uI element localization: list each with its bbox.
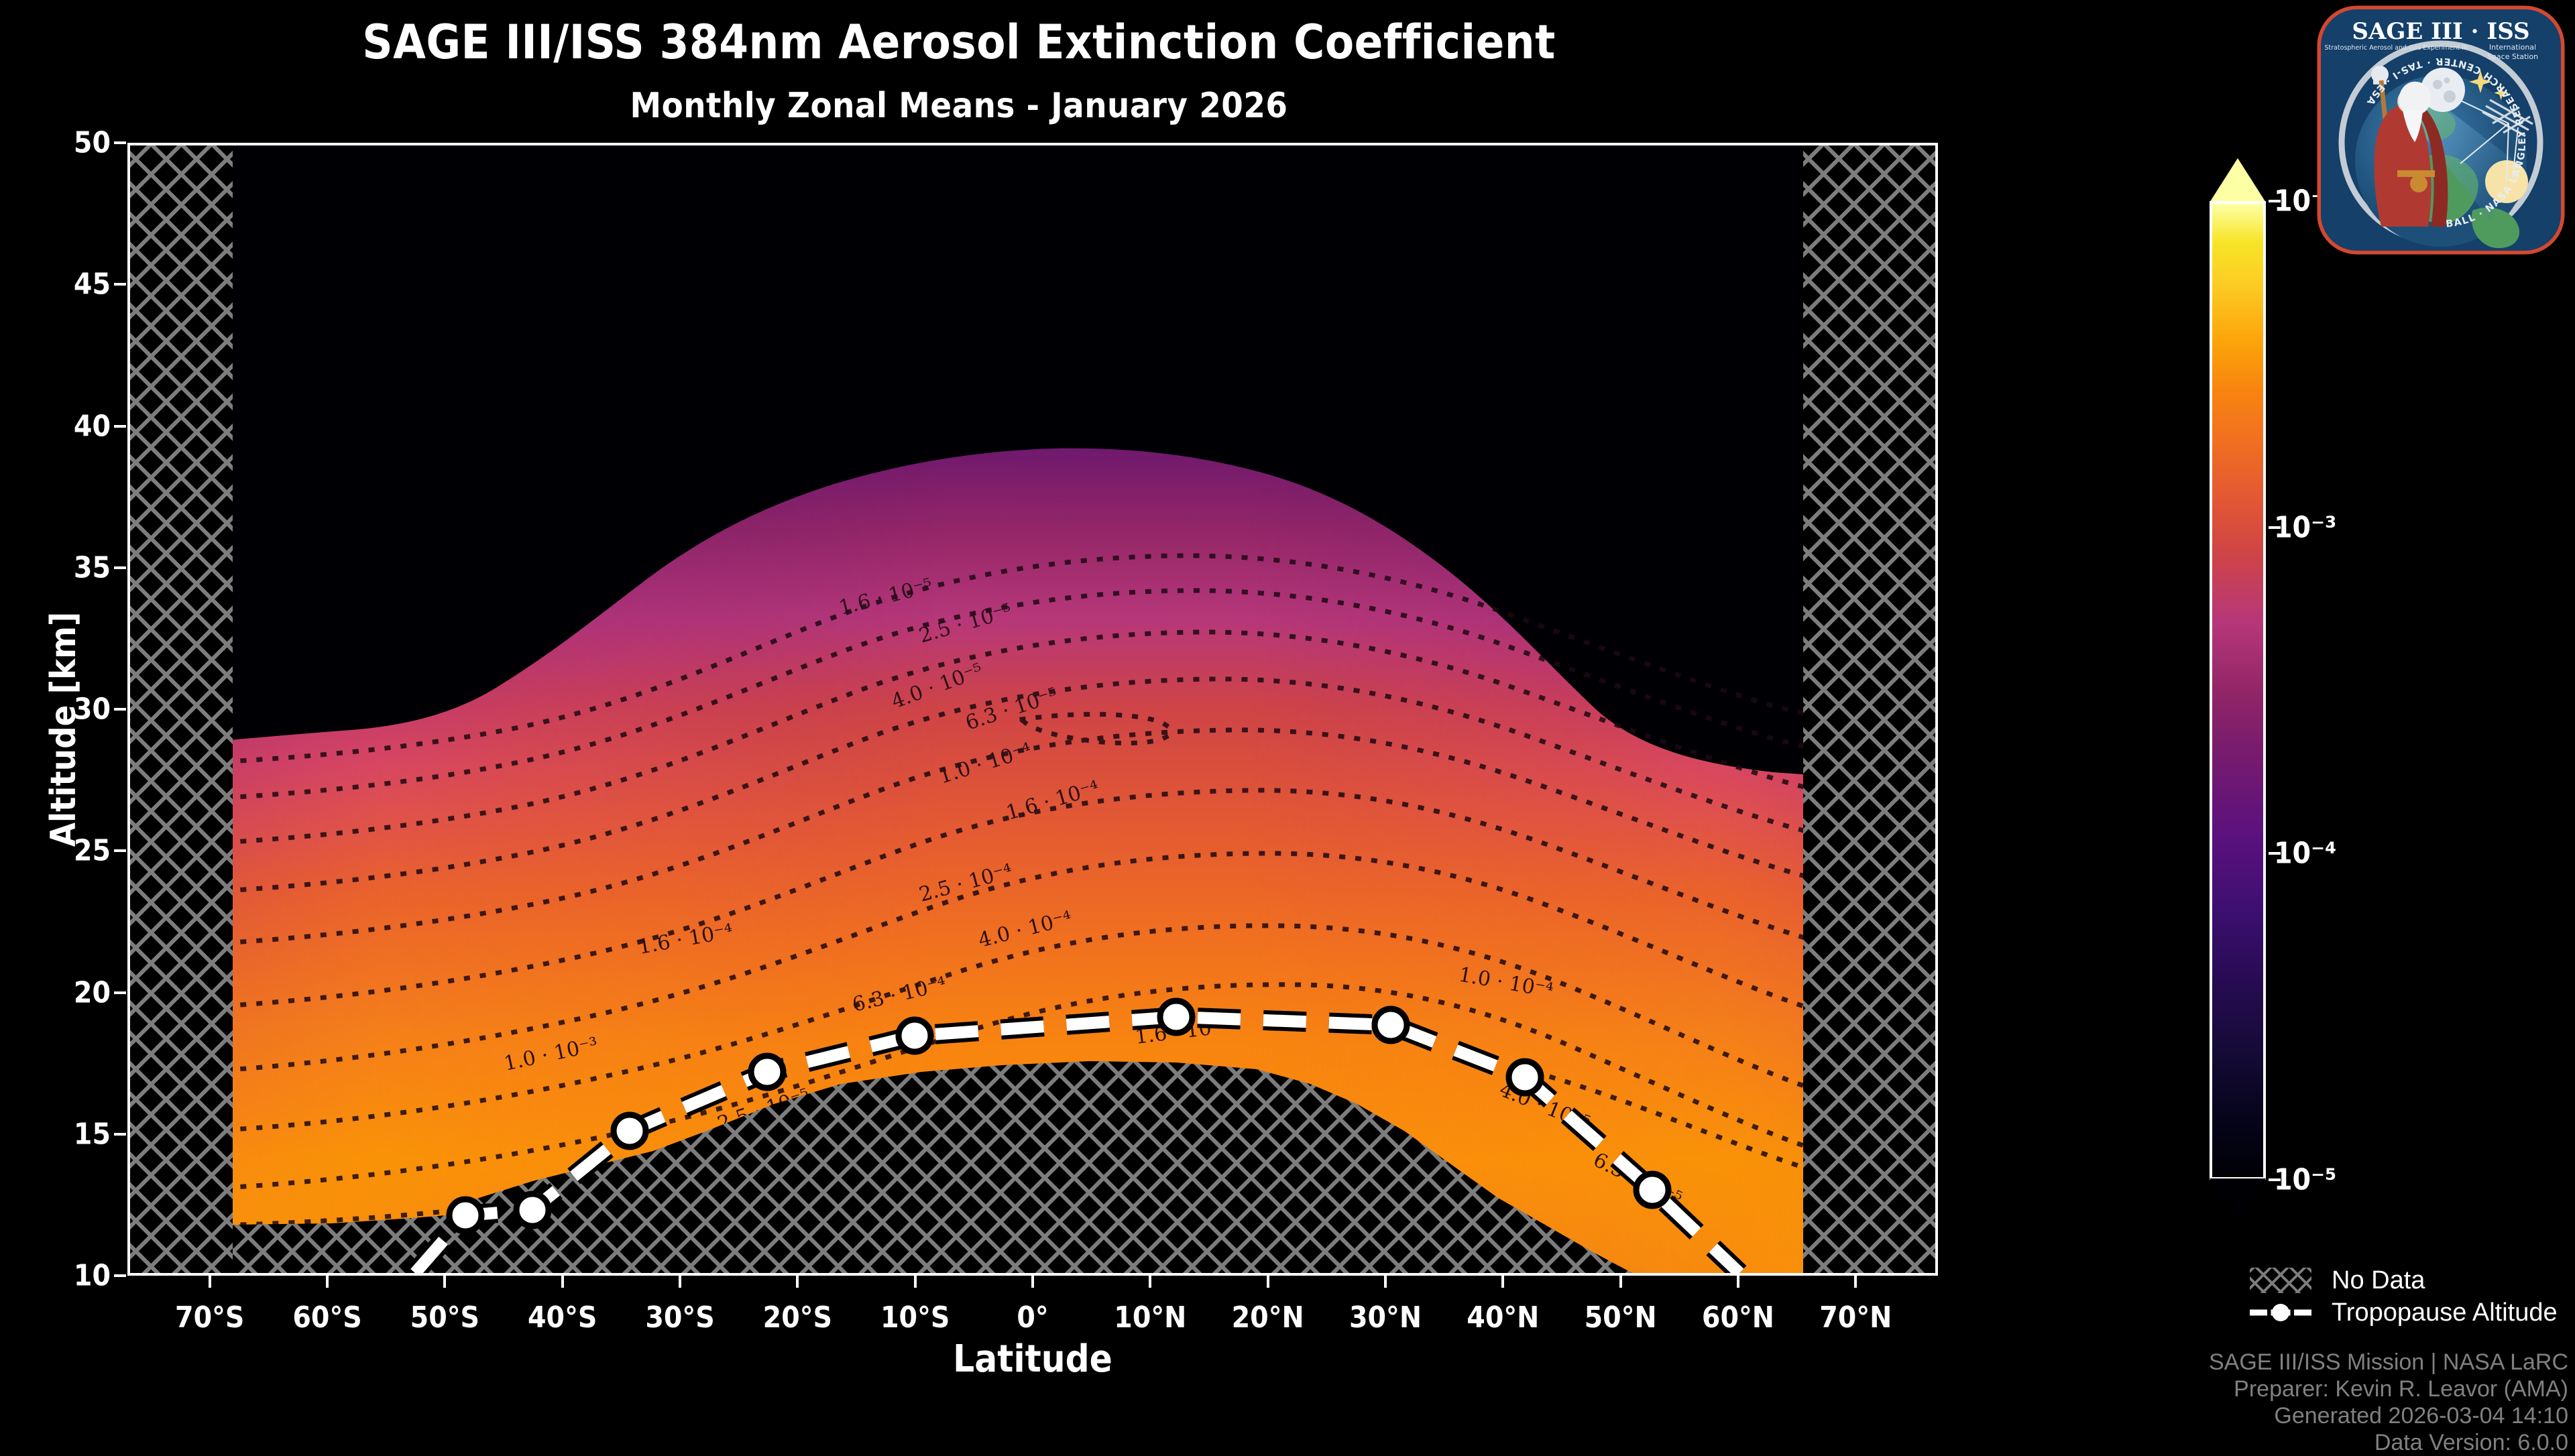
x-tick-label: 20°S [762,1300,833,1335]
y-tick-mark [114,1274,126,1277]
colorbar-tick-mark [2269,852,2281,855]
x-tick-label: 30°S [645,1300,715,1335]
legend: No Data Tropopause Altitude [2250,1264,2558,1329]
x-tick-mark [1619,1276,1622,1288]
y-tick-mark [114,991,126,994]
x-tick-mark [1266,1276,1269,1288]
x-tick-label: 10°S [880,1300,950,1335]
y-tick-mark [114,1132,126,1136]
colorbar-gradient [2210,201,2266,1180]
x-tick-mark [679,1276,682,1288]
patch-title: SAGE III · ISS [2352,18,2529,45]
patch-subtitle-right-2: Space Station [2487,52,2538,61]
page-title: SAGE III/ISS 384nm Aerosol Extinction Co… [362,15,1556,70]
hatch-swatch-icon [2250,1268,2311,1293]
y-tick-label: 25 [73,833,111,868]
x-tick-mark [913,1276,917,1288]
footer-mission: SAGE III/ISS Mission | NASA LaRC [2208,1349,2568,1375]
y-tick-label: 35 [73,550,111,585]
x-tick-mark [443,1276,447,1288]
footer-generated: Generated 2026-03-04 14:10 [2274,1403,2568,1429]
y-tick-mark [114,849,126,853]
patch-subtitle-left: Stratospheric Aerosol and Gas Experiment… [2324,44,2467,52]
x-tick-mark [796,1276,799,1288]
x-tick-label: 40°N [1467,1300,1540,1335]
contour-lines [130,553,1823,1256]
y-tick-label: 50 [73,125,111,160]
no-data-region-troposphere [233,1061,1632,1273]
colorbar-over-arrow [2210,158,2266,202]
y-axis-label: Altitude [km] [44,611,84,847]
x-tick-mark [326,1276,329,1288]
x-tick-label: 60°S [292,1300,362,1335]
tropopause-line [407,997,1747,1273]
patch-subtitle-right-1: International [2489,43,2536,52]
page-subtitle: Monthly Zonal Means - January 2026 [630,86,1288,126]
x-tick-label: 10°N [1114,1300,1187,1335]
colorbar-tick-mark [2269,1178,2281,1181]
y-tick-label: 40 [73,409,111,443]
y-tick-mark [114,566,126,569]
y-tick-label: 45 [73,267,111,302]
colorbar-tick-label: 10⁻³ [2274,510,2337,545]
y-tick-label: 15 [73,1117,111,1152]
x-tick-mark [1031,1276,1034,1288]
x-tick-label: 50°S [410,1300,480,1335]
legend-label-tropopause: Tropopause Altitude [2332,1298,2558,1327]
footer-preparer: Preparer: Kevin R. Leavor (AMA) [2234,1376,2568,1402]
footer-credits: SAGE III/ISS Mission | NASA LaRC Prepare… [1837,1349,2568,1456]
x-tick-label: 40°S [527,1300,597,1335]
x-tick-mark [1501,1276,1505,1288]
x-axis-label: Latitude [953,1337,1112,1381]
y-tick-mark [114,283,126,286]
colorbar-tick-label: 10⁻⁵ [2274,1162,2337,1197]
colorbar-tick-mark [2269,526,2281,529]
x-tick-mark [1149,1276,1152,1288]
dashed-line-marker-icon [2250,1300,2311,1325]
y-tick-label: 20 [73,975,111,1010]
y-tick-mark [114,708,126,711]
patch-figure [2371,66,2448,227]
no-data-region-north [1803,145,1935,1273]
colorbar[interactable]: 10⁻² 10⁻³ 10⁻⁴ 10⁻⁵ [2206,154,2336,1227]
x-tick-label: 30°N [1349,1300,1422,1335]
y-tick-label: 10 [73,1258,111,1293]
plot-area: 1.6 · 10⁻⁵ 2.5 · 10⁻⁵ 4.0 · 10⁻⁵ 6.3 · 10⁻⁵… [127,143,1938,1276]
legend-item-tropopause: Tropopause Altitude [2250,1296,2558,1329]
y-tick-mark [114,141,126,144]
x-tick-label: 70°N [1819,1300,1892,1335]
x-tick-label: 70°S [175,1300,245,1335]
legend-label-no-data: No Data [2332,1266,2425,1294]
y-tick-mark [114,424,126,428]
colorbar-tick-mark [2269,200,2281,202]
no-data-region-south [130,145,233,1273]
x-tick-mark [1854,1276,1857,1288]
colorbar-tick-label: 10⁻⁴ [2274,836,2337,871]
x-tick-mark [1383,1276,1387,1288]
x-tick-label: 60°N [1701,1300,1774,1335]
sage-iii-iss-mission-patch-logo: BALL · NASA LANGLEY RESEARCH CENTER · TA… [2317,5,2565,255]
colorbar-under-arrow [2210,1178,2266,1223]
x-tick-label: 50°N [1584,1300,1657,1335]
aerosol-field-svg: 1.6 · 10⁻⁵2.5 · 10⁻⁵4.0 · 10⁻⁵6.3 · 10⁻⁵… [130,145,1935,1273]
y-tick-label: 30 [73,692,111,727]
x-tick-label: 20°N [1231,1300,1304,1335]
tropopause-markers [446,997,1672,1235]
x-tick-mark [208,1276,211,1288]
plot-canvas: 1.6 · 10⁻⁵ 2.5 · 10⁻⁵ 4.0 · 10⁻⁵ 6.3 · 10⁻⁵… [130,145,1935,1273]
legend-item-no-data: No Data [2250,1264,2558,1296]
x-tick-label: 0° [1017,1300,1049,1335]
x-tick-mark [561,1276,564,1288]
footer-data-version: Data Version: 6.0.0 [2374,1430,2568,1455]
x-tick-mark [1736,1276,1739,1288]
